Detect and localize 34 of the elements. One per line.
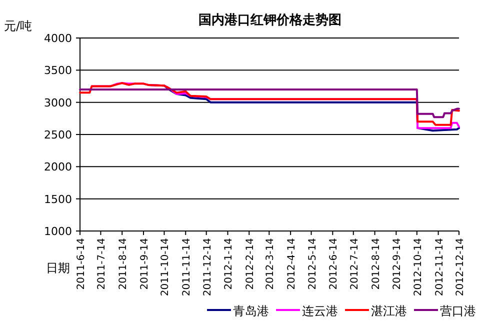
- x-tick-label: 2012-1-14: [224, 238, 235, 290]
- x-tick-label: 2012-8-14: [370, 238, 382, 290]
- x-tick-label: 2012-9-14: [392, 238, 404, 290]
- y-tick-label: 2000: [44, 160, 72, 174]
- x-tick-label: 2012-5-14: [307, 238, 318, 290]
- line-series: [79, 88, 460, 118]
- x-tick-label: 2012-11-14: [434, 238, 446, 296]
- y-axis-title: 元/吨: [4, 19, 32, 33]
- x-tick-label: 2012-12-14: [455, 238, 466, 296]
- x-tick-label: 2012-3-14: [265, 238, 276, 290]
- x-tick-label: 2011-10-14: [160, 238, 172, 296]
- x-tick-label: 2012-2-14: [245, 238, 256, 290]
- x-tick-label: 2012-4-14: [286, 238, 298, 290]
- x-tick-label: 2012-10-14: [412, 238, 424, 296]
- legend-label: 青岛港: [233, 304, 269, 318]
- chart-title: 国内港口红钾价格走势图: [198, 12, 342, 28]
- y-tick-label: 1500: [44, 192, 72, 206]
- x-tick-label: 2012-6-14: [328, 238, 340, 290]
- legend-label: 营口港: [440, 304, 476, 318]
- x-tick-label: 2011-8-14: [118, 238, 130, 290]
- x-tick-label: 2011-9-14: [140, 238, 151, 290]
- y-tick-label: 2500: [44, 128, 72, 142]
- legend-label: 湛江港: [371, 304, 407, 318]
- y-tick-label: 3500: [44, 64, 72, 78]
- x-tick-label: 2011-11-14: [182, 238, 193, 296]
- x-axis-title: 日期: [46, 261, 70, 275]
- legend-label: 连云港: [302, 304, 338, 318]
- y-tick-label: 4000: [44, 32, 72, 45]
- x-tick-label: 2011-12-14: [202, 238, 214, 296]
- y-tick-label: 1000: [44, 225, 72, 238]
- x-tick-label: 2011-6-14: [76, 238, 87, 290]
- x-tick-label: 2011-7-14: [96, 238, 108, 290]
- y-tick-label: 3000: [44, 96, 72, 110]
- x-tick-label: 2012-7-14: [349, 238, 360, 290]
